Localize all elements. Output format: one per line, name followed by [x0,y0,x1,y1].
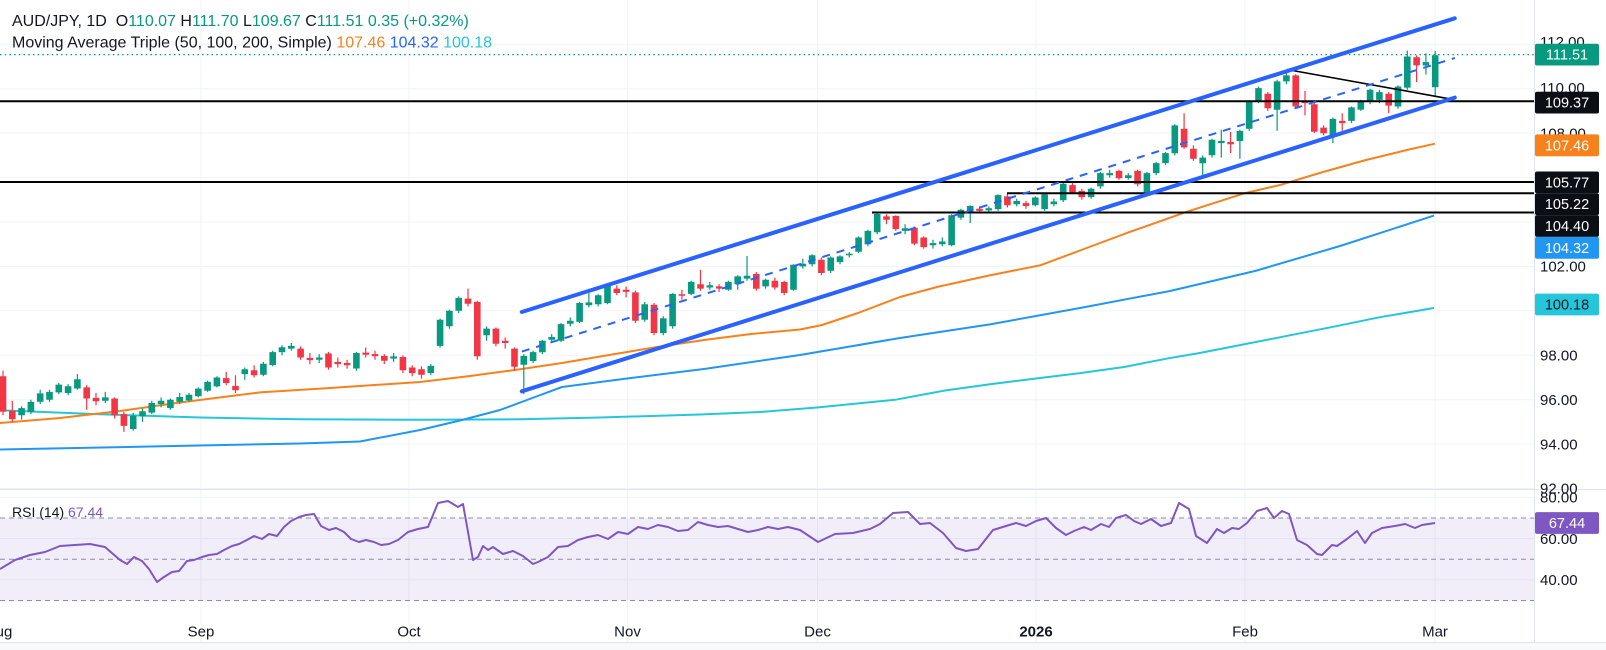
svg-text:Dec: Dec [804,624,831,641]
svg-text:104.40: 104.40 [1545,219,1589,235]
svg-text:100.18: 100.18 [1545,298,1589,314]
svg-text:109.37: 109.37 [1545,96,1589,112]
svg-text:RSI (14) 67.44: RSI (14) 67.44 [12,504,103,520]
svg-text:80.00: 80.00 [1540,490,1578,507]
svg-text:Feb: Feb [1232,624,1258,641]
svg-text:96.00: 96.00 [1540,392,1578,409]
svg-text:60.00: 60.00 [1540,531,1578,548]
svg-text:111.51: 111.51 [1546,48,1588,64]
svg-text:AUD/JPY, 1D O110.07 H111.70 L: AUD/JPY, 1D O110.07 H111.70 L109.67 C111… [12,13,469,30]
svg-text:107.46: 107.46 [1545,138,1589,154]
svg-text:105.22: 105.22 [1545,197,1589,213]
svg-text:105.77: 105.77 [1545,175,1589,191]
svg-text:67.44: 67.44 [1549,516,1585,532]
svg-text:40.00: 40.00 [1540,572,1578,589]
svg-text:104.32: 104.32 [1545,241,1589,257]
svg-text:Nov: Nov [614,624,641,641]
svg-text:Oct: Oct [397,624,421,641]
svg-text:Moving Average Triple (50, 100: Moving Average Triple (50, 100, 200, Sim… [12,35,492,52]
svg-text:2026: 2026 [1019,624,1052,641]
svg-text:94.00: 94.00 [1540,436,1578,453]
svg-text:Mar: Mar [1422,624,1448,641]
svg-text:92.00: 92.00 [1540,481,1578,498]
svg-text:102.00: 102.00 [1540,259,1586,276]
svg-text:98.00: 98.00 [1540,347,1578,364]
svg-text:Sep: Sep [188,624,215,641]
svg-text:Aug: Aug [0,624,12,641]
